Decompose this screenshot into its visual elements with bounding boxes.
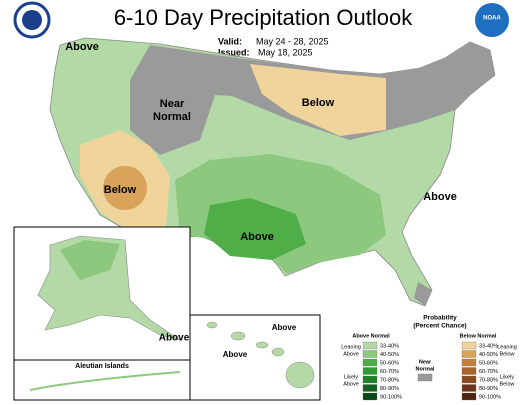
legend-swatch xyxy=(362,367,378,375)
legend-level: 40-50% xyxy=(380,352,399,358)
legend-label: Likely xyxy=(344,374,358,380)
legend-label: Normal xyxy=(416,366,435,372)
map-label: Above xyxy=(223,350,248,359)
legend-label: Likely xyxy=(500,374,514,380)
legend-level: 60-70% xyxy=(380,369,399,375)
legend-swatch xyxy=(362,375,378,384)
legend-level: 40-50% xyxy=(479,352,498,358)
legend-level: 70-80% xyxy=(479,377,498,383)
legend-level: 50-60% xyxy=(479,360,498,366)
legend-swatch xyxy=(362,384,378,392)
legend-swatch xyxy=(362,392,378,401)
legend-title: Probability xyxy=(423,315,457,322)
map-label: Above xyxy=(240,231,274,243)
issued-date: May 18, 2025 xyxy=(258,47,313,57)
near-normal-florida xyxy=(414,282,432,306)
legend-level: 80-90% xyxy=(380,386,399,392)
legend-swatch xyxy=(461,350,477,358)
legend-label: Leaning xyxy=(497,344,517,350)
legend-level: 70-80% xyxy=(380,377,399,383)
map-label: Below xyxy=(104,184,137,196)
below-southwest-core xyxy=(103,166,147,210)
legend-swatch xyxy=(461,358,477,367)
legend-level: 90-100% xyxy=(479,394,501,400)
legend-level: 90-100% xyxy=(380,394,402,400)
inset-label: Aleutian Islands xyxy=(75,363,129,370)
legend-heading: Above Normal xyxy=(352,333,390,339)
legend-swatch xyxy=(461,392,477,401)
map-label: Above xyxy=(65,41,99,53)
near-normal-west xyxy=(130,45,230,155)
legend-label: Leaning xyxy=(341,344,361,350)
legend-swatch xyxy=(461,341,477,350)
below-great-lakes xyxy=(250,64,386,136)
map-label: Above xyxy=(423,191,457,203)
legend-swatch xyxy=(362,358,378,367)
map-label: Above xyxy=(159,333,190,344)
map-label: Above xyxy=(272,323,297,332)
title: 6-10 Day Precipitation Outlook xyxy=(114,5,413,30)
legend: Probability (Percent Chance) Above Norma… xyxy=(341,315,517,401)
aleutian-chain xyxy=(29,371,181,391)
legend-level: 60-70% xyxy=(479,369,498,375)
legend-level: 50-60% xyxy=(380,360,399,366)
legend-label: Below xyxy=(500,381,515,387)
legend-title: (Percent Chance) xyxy=(413,323,466,330)
legend-swatch xyxy=(461,367,477,375)
noaa-logo-text: NOAA xyxy=(483,16,501,22)
legend-swatch xyxy=(461,384,477,392)
map-label: Near xyxy=(160,98,185,110)
valid-dates: May 24 - 28, 2025 xyxy=(256,36,329,46)
hawaii-islands xyxy=(206,321,315,389)
valid-label: Valid: xyxy=(218,36,242,46)
map-label: Below xyxy=(302,97,335,109)
legend-label: Above xyxy=(343,351,359,357)
noaa-logo xyxy=(475,3,509,37)
above-plains-core xyxy=(204,198,306,260)
issued-label: Issued: xyxy=(218,47,250,57)
legend-swatch xyxy=(362,350,378,358)
doc-logo-inner xyxy=(22,10,42,30)
legend-label: Below xyxy=(500,351,515,357)
legend-level: 80-90% xyxy=(479,386,498,392)
legend-label: Near xyxy=(419,359,432,365)
legend-level: 33-40% xyxy=(479,343,498,349)
legend-heading: Below Normal xyxy=(460,333,497,339)
map-label: Normal xyxy=(153,111,191,123)
legend-swatch xyxy=(362,341,378,350)
legend-swatch xyxy=(461,375,477,384)
alaska-core xyxy=(60,240,120,280)
legend-swatch xyxy=(417,373,433,382)
legend-label: Above xyxy=(343,381,359,387)
legend-level: 33-40% xyxy=(380,343,399,349)
